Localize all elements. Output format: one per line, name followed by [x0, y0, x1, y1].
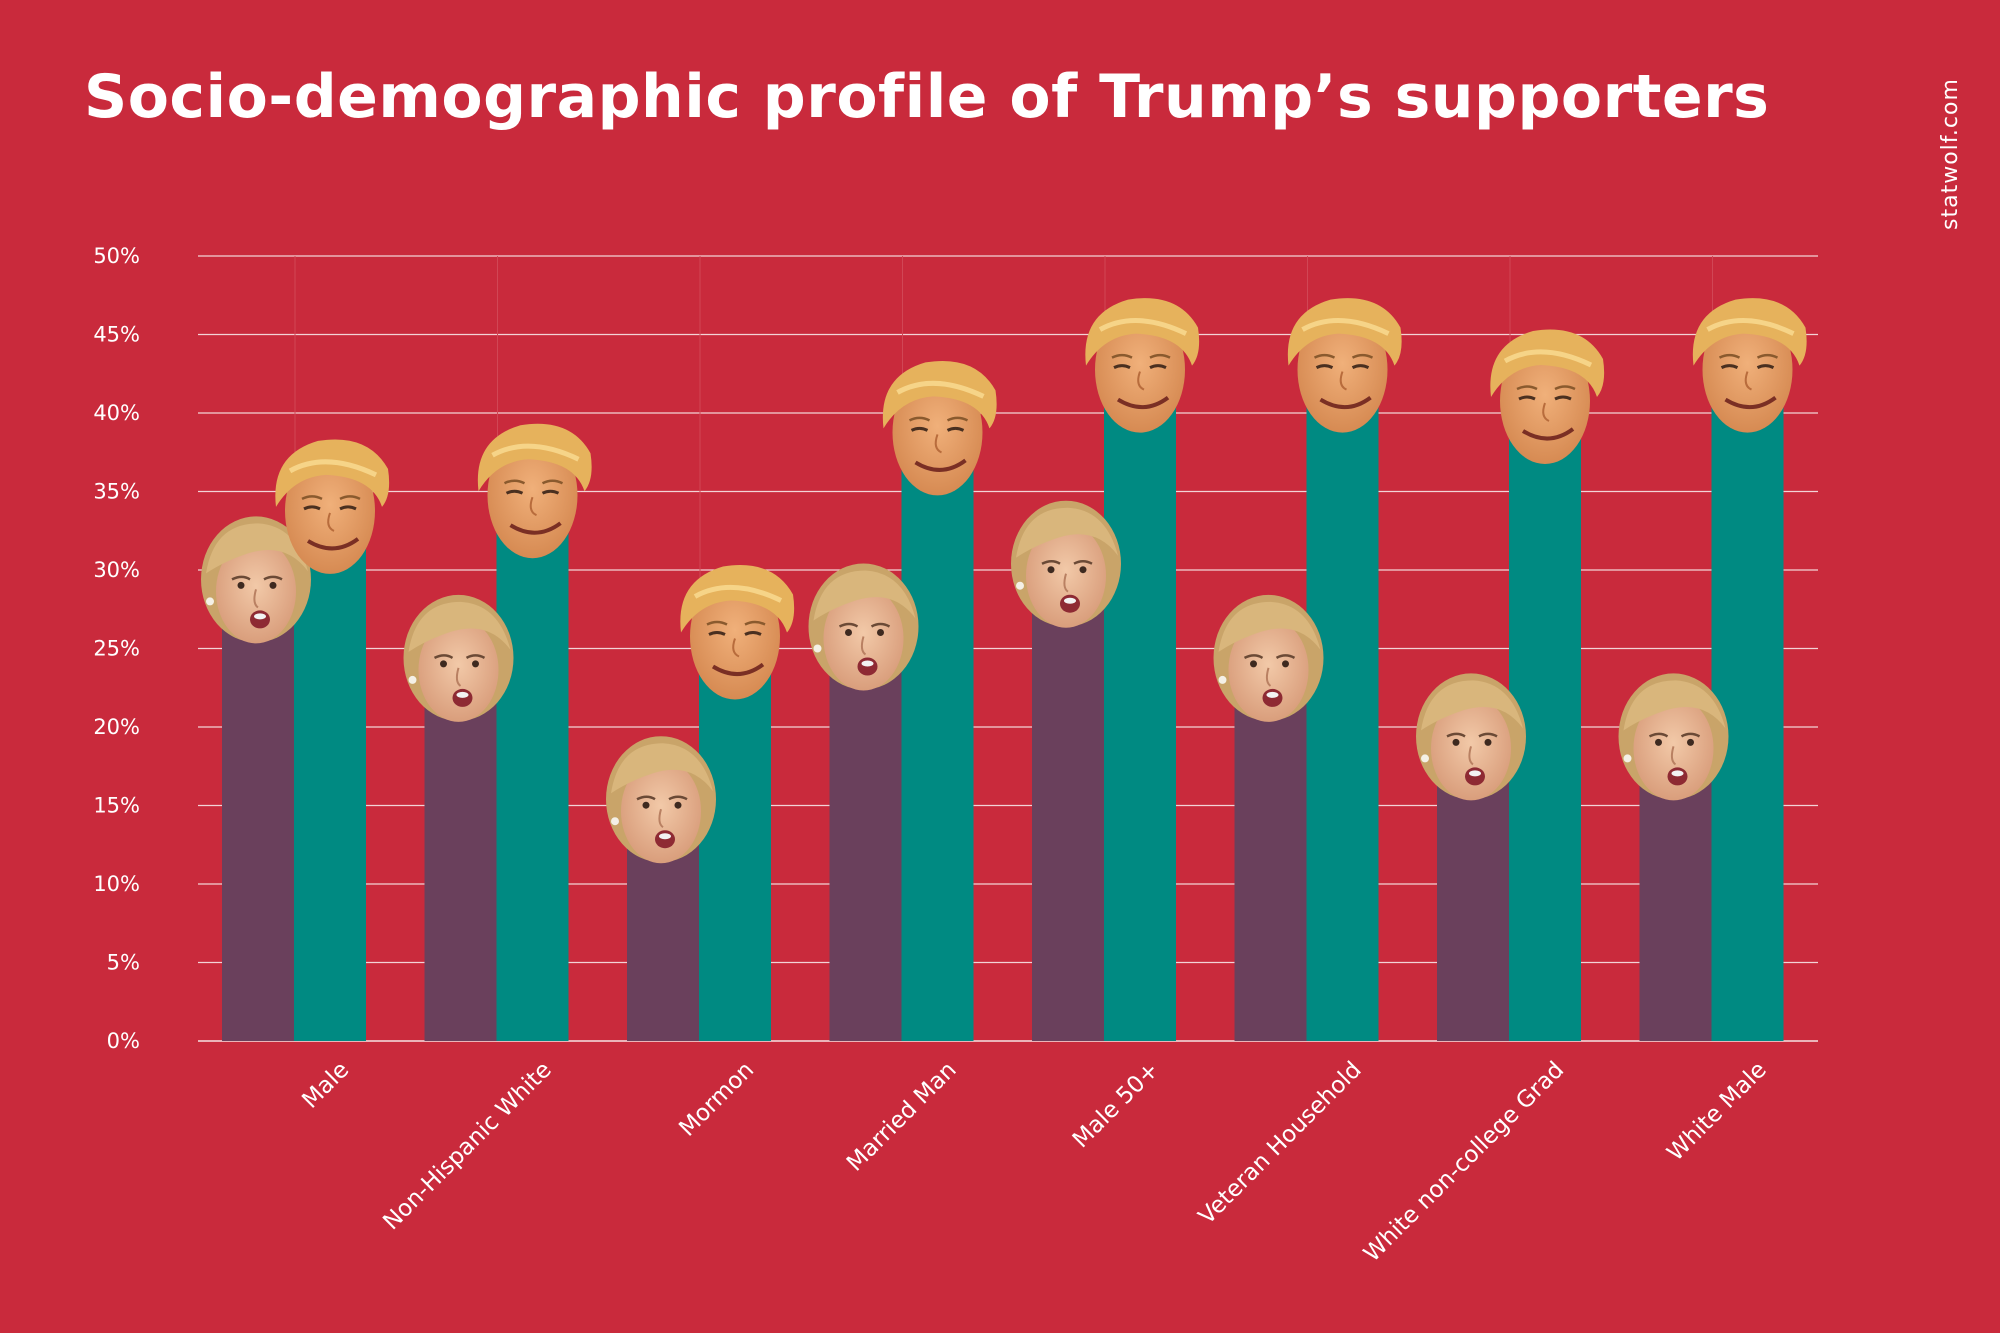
clinton-face-icon [606, 736, 716, 864]
face-markers [201, 298, 1807, 864]
clinton-face-icon [808, 563, 919, 691]
bar [699, 648, 771, 1041]
x-tick-label: Veteran Household [1194, 1057, 1367, 1230]
clinton-face-icon [1416, 673, 1526, 801]
y-tick-label: 25% [93, 637, 140, 661]
bar [1306, 381, 1379, 1042]
y-tick-label: 35% [93, 480, 140, 504]
clinton-face-icon [201, 516, 311, 644]
y-tick-label: 45% [93, 323, 140, 347]
y-tick-label: 15% [93, 794, 140, 818]
y-tick-label: 0% [107, 1029, 140, 1053]
bar [222, 601, 294, 1041]
x-axis: Male Non-Hispanic White Mormon Married Man M… [297, 1057, 1771, 1267]
x-tick-label: Mormon [674, 1057, 759, 1142]
trump-face-icon [1692, 298, 1807, 433]
x-tick-label: Non-Hispanic White [378, 1057, 556, 1235]
y-tick-label: 5% [107, 951, 140, 975]
bar [829, 648, 902, 1041]
clinton-face-icon [403, 594, 514, 722]
bar [1104, 381, 1176, 1042]
bar [1234, 679, 1307, 1041]
clinton-face-icon [1011, 500, 1121, 628]
y-tick-label: 30% [93, 558, 140, 582]
bar [901, 444, 974, 1041]
clinton-face-icon [1213, 594, 1324, 722]
clinton-face-icon [1618, 673, 1729, 801]
bar [1437, 758, 1509, 1041]
y-axis: 0% 5% 10% 15% 20% 25% 30% 35% 40% 45% 50% [93, 244, 140, 1053]
trump-face-icon [1490, 329, 1605, 464]
bar [424, 679, 497, 1041]
x-tick-label: Married Man [842, 1057, 962, 1177]
trump-face-icon [882, 360, 997, 496]
trump-face-icon [477, 423, 592, 559]
bar [496, 507, 569, 1041]
x-tick-label: Male [297, 1057, 354, 1114]
trump-face-icon [1085, 298, 1200, 433]
trump-face-icon [680, 565, 795, 700]
y-tick-label: 50% [93, 244, 140, 268]
chart-title: Socio-demographic profile of Trump’s sup… [84, 62, 1770, 132]
x-tick-label: Male 50+ [1068, 1057, 1164, 1153]
bars [222, 381, 1784, 1042]
y-tick-label: 40% [93, 401, 140, 425]
trump-face-icon [1287, 298, 1402, 433]
bar [1032, 585, 1104, 1041]
bar [1639, 758, 1712, 1041]
y-tick-label: 10% [93, 872, 140, 896]
x-tick-label: White non-college Grad [1359, 1057, 1569, 1267]
trump-face-icon [275, 439, 390, 574]
y-tick-label: 20% [93, 715, 140, 739]
x-tick-label: White Male [1662, 1057, 1771, 1166]
bar [294, 522, 366, 1041]
